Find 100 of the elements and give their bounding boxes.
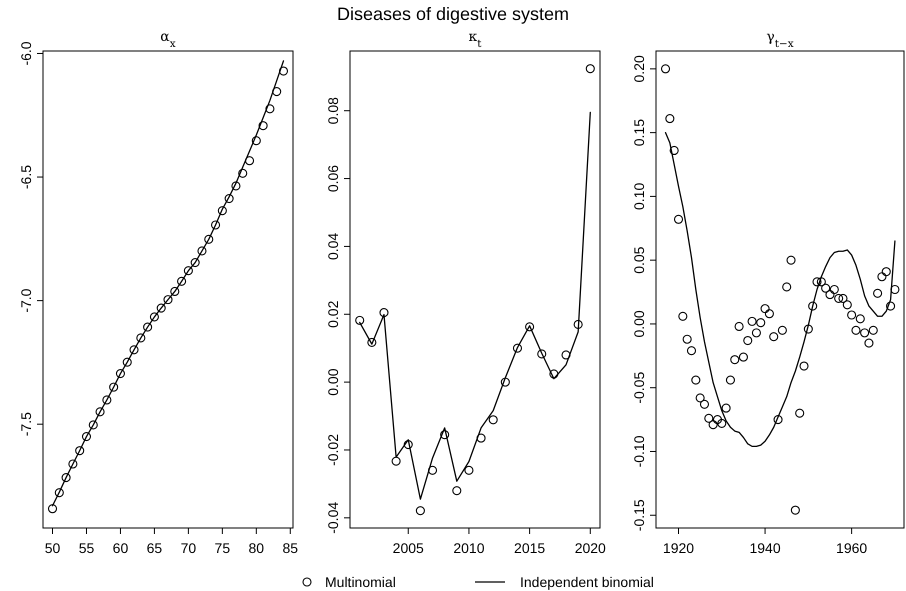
point [96,407,105,416]
point [812,277,822,286]
line-series [664,132,896,448]
point [224,194,234,204]
chart-title: α$_{x}$ [160,29,176,50]
x-tick-label: 2010 [453,540,485,556]
y-tick-label: 0.08 [325,96,341,124]
point [367,338,376,347]
point [821,284,830,293]
point [886,302,896,311]
point [190,258,200,268]
point [678,312,688,321]
point [561,350,571,360]
point [864,338,874,348]
point [778,326,787,335]
point [129,345,139,354]
point [686,346,696,356]
point [476,434,486,443]
point [549,369,558,379]
x-tick-label: 1940 [749,540,781,556]
point [834,294,844,303]
point [68,459,78,469]
chart-title: Diseases of digestive system [336,4,570,24]
point [786,256,796,265]
point [184,266,193,276]
point [512,344,522,353]
point [734,322,744,332]
point [440,430,450,440]
point [756,318,766,328]
point [691,376,700,385]
point [665,114,674,124]
chart-title: γ$_{t−x}$ [766,29,794,50]
point [769,332,778,342]
point [211,220,220,230]
y-tick-label: 0.20 [631,55,647,82]
y-tick-label: -0.10 [631,435,647,468]
x-tick-label: 75 [214,540,230,556]
point [156,303,166,313]
point [82,432,92,442]
point [712,415,722,424]
point [825,290,835,300]
y-tick-label: -0.04 [325,502,341,534]
point [838,294,848,303]
x-tick-label: 70 [180,540,196,556]
point [136,333,146,342]
x-tick-label: 1960 [836,540,868,556]
point [851,326,861,335]
y-tick-label: 0.00 [325,368,341,396]
point [873,288,882,298]
point [500,378,510,387]
point [163,295,173,304]
y-tick-label: 0.15 [631,118,647,146]
point [525,322,534,332]
point [218,206,227,216]
point [265,104,274,114]
x-tick-label: 1920 [662,540,694,556]
y-tick-label: -6.5 [18,164,34,190]
point [109,382,118,392]
point [700,400,710,409]
point [696,393,705,402]
chart-subtitle: κ$_{t}$ [468,29,482,50]
point [116,368,125,378]
point [708,420,718,430]
point [574,320,583,329]
point [660,64,670,74]
point [488,415,498,424]
point [88,420,98,430]
point [860,328,870,338]
point [392,456,401,466]
point [586,64,595,74]
point [231,181,240,190]
point [790,506,800,515]
y-tick-label: -0.05 [631,372,647,404]
point [682,334,692,344]
point [177,276,186,286]
x-tick-label: 2020 [574,540,606,556]
point [743,336,752,346]
point [782,282,792,292]
point [704,414,714,423]
point [379,308,389,318]
point [774,415,783,424]
point [882,267,891,276]
y-tick-label: 0.10 [631,182,647,210]
point [48,504,58,514]
y-tick-label: 0.04 [325,232,341,260]
x-tick-label: 60 [112,540,128,556]
point [890,284,900,294]
point [760,304,770,314]
point [54,488,64,498]
point [748,316,757,326]
point [799,361,809,371]
point [143,322,152,332]
point [355,316,364,325]
point [726,376,735,385]
point [416,506,425,516]
point [764,309,774,318]
x-tick-label: 50 [44,540,61,556]
point [404,440,413,450]
point [808,302,818,311]
x-tick-label: 2005 [392,540,424,556]
